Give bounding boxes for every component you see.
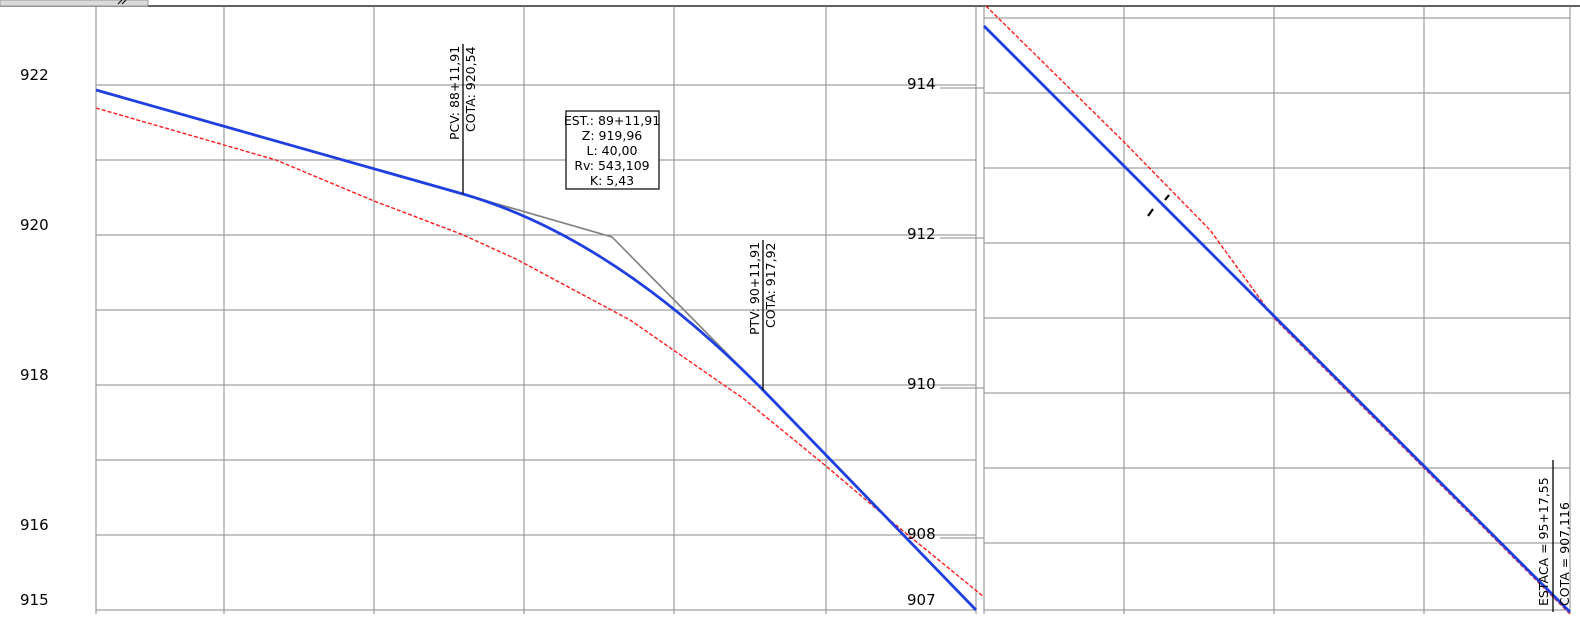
pvi-k-value: K: 5,43 <box>590 173 634 188</box>
y-tick-label: 910 <box>907 375 936 393</box>
y-tick-label: 912 <box>907 225 936 243</box>
pcv-marker: PCV: 88+11,91 COTA: 920,54 <box>447 44 478 194</box>
pvi-tangent-lines <box>462 193 764 391</box>
left-profile-panel: 922 920 918 916 915 PCV: 88+11,91 COTA: … <box>20 6 985 614</box>
pcv-elevation-label: COTA: 920,54 <box>463 46 478 132</box>
y-tick-label: 922 <box>20 66 49 84</box>
pvi-curve-radius: Rv: 543,109 <box>574 158 649 173</box>
y-tick-label: 914 <box>907 75 936 93</box>
ptv-elevation-label: COTA: 917,92 <box>763 243 778 329</box>
y-tick-label: 908 <box>907 525 936 543</box>
y-tick-label: 907 <box>907 591 936 609</box>
right-grid <box>940 6 1571 614</box>
left-y-axis-labels: 922 920 918 916 915 <box>20 66 49 609</box>
sheet-frame <box>0 0 1580 7</box>
pvi-data-box: EST.: 89+11,91 Z: 919,96 L: 40,00 Rv: 54… <box>564 110 660 190</box>
y-tick-label: 916 <box>20 516 49 534</box>
project-profile-line <box>95 88 978 611</box>
terrain-profile-line <box>95 107 985 598</box>
left-grid <box>95 6 977 614</box>
ptv-station-label: PTV: 90+11,91 <box>747 242 762 335</box>
end-elevation-label: COTA = 907,116 <box>1557 502 1572 606</box>
pvi-station: EST.: 89+11,91 <box>564 113 660 128</box>
project-profile-line <box>983 25 1571 613</box>
slope-tick-marks <box>1147 194 1170 217</box>
ptv-marker: PTV: 90+11,91 COTA: 917,92 <box>747 240 778 390</box>
pvi-elevation: Z: 919,96 <box>582 128 643 143</box>
y-tick-label: 918 <box>20 366 49 384</box>
right-profile-panel: 914 912 910 908 907 ESTACA = 95+17,55 CO… <box>907 5 1572 615</box>
end-station-marker: ESTACA = 95+17,55 COTA = 907,116 <box>1536 460 1572 612</box>
y-tick-label: 920 <box>20 216 49 234</box>
right-y-axis-labels: 914 912 910 908 907 <box>907 75 936 609</box>
pcv-station-label: PCV: 88+11,91 <box>447 46 462 140</box>
end-station-label: ESTACA = 95+17,55 <box>1536 477 1551 606</box>
y-tick-label: 915 <box>20 591 49 609</box>
pvi-curve-length: L: 40,00 <box>587 143 638 158</box>
terrain-profile-line <box>985 5 1571 615</box>
